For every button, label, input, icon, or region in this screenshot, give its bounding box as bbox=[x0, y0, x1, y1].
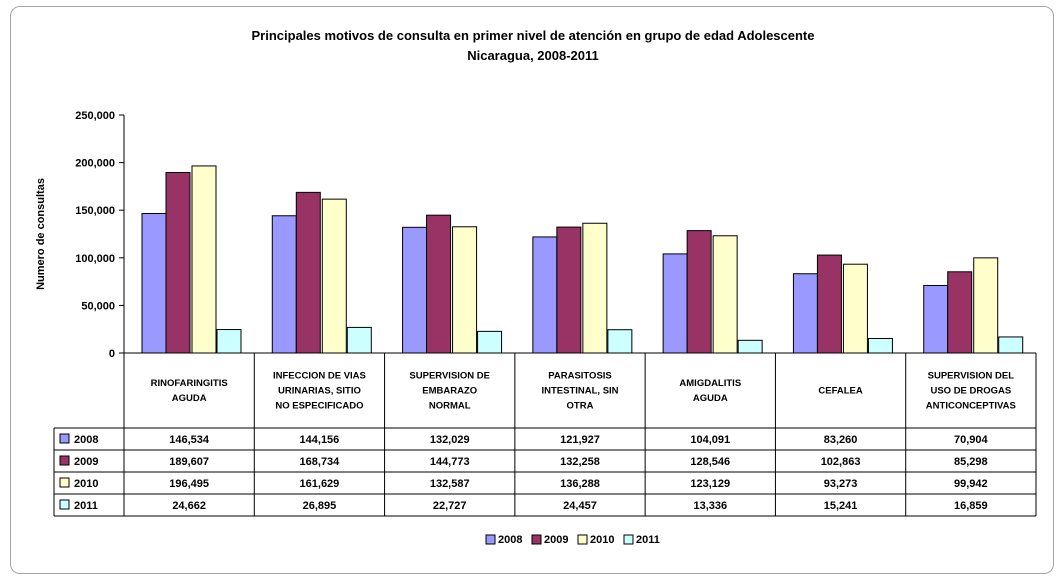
legend-label: 2010 bbox=[590, 534, 614, 546]
table-row-label: 2009 bbox=[74, 456, 98, 468]
x-category-label: NORMAL bbox=[429, 401, 471, 412]
bar-2009-5 bbox=[816, 254, 842, 354]
bar-2009-4 bbox=[686, 230, 712, 354]
y-tick-label: 100,000 bbox=[75, 253, 115, 265]
data-label: 15,241 bbox=[824, 500, 858, 512]
x-category-label: URINARIAS, SITIO bbox=[278, 386, 361, 397]
bar-2010-3 bbox=[582, 222, 608, 354]
bar-2009-0 bbox=[165, 171, 191, 354]
data-label: 132,029 bbox=[430, 434, 470, 446]
bar-2011-6 bbox=[998, 336, 1024, 354]
data-label: 132,587 bbox=[430, 478, 470, 490]
bar-2008-2 bbox=[402, 226, 428, 354]
data-label: 136,288 bbox=[560, 478, 600, 490]
y-axis-label: Numero de consultas bbox=[35, 178, 47, 290]
data-label: 121,927 bbox=[560, 434, 600, 446]
data-label: 70,904 bbox=[954, 434, 989, 446]
data-label: 168,734 bbox=[300, 456, 341, 468]
data-label: 93,273 bbox=[824, 478, 858, 490]
table-legend-key-2008 bbox=[59, 433, 70, 444]
legend-label: 2011 bbox=[636, 534, 660, 546]
data-label: 123,129 bbox=[690, 478, 730, 490]
bar-2011-0 bbox=[216, 329, 242, 354]
x-category-label: AMIGDALITIS bbox=[679, 378, 741, 389]
bar-2008-4 bbox=[662, 253, 688, 354]
y-tick-label: 0 bbox=[109, 348, 115, 360]
data-label: 144,773 bbox=[430, 456, 470, 468]
bar-2009-3 bbox=[556, 226, 582, 354]
chart-title-line: Nicaragua, 2008-2011 bbox=[467, 48, 599, 63]
x-category-label: EMBARAZO bbox=[422, 386, 477, 397]
data-label: 22,727 bbox=[433, 500, 467, 512]
x-category-label: RINOFARINGITIS bbox=[151, 378, 228, 389]
legend-key-2011 bbox=[623, 534, 634, 545]
x-category-label: AGUDA bbox=[172, 393, 207, 404]
bar-2010-2 bbox=[452, 226, 478, 354]
bar-2010-5 bbox=[842, 263, 868, 354]
data-label: 128,546 bbox=[690, 456, 730, 468]
data-label: 196,495 bbox=[169, 478, 209, 490]
data-label: 26,895 bbox=[303, 500, 337, 512]
bar-2011-5 bbox=[867, 337, 893, 354]
bar-2008-0 bbox=[141, 212, 167, 354]
data-label: 24,662 bbox=[172, 500, 206, 512]
data-label: 99,942 bbox=[954, 478, 988, 490]
table-legend-key-2010 bbox=[59, 477, 70, 488]
x-category-label: CEFALEA bbox=[818, 386, 862, 397]
legend-key-2010 bbox=[577, 534, 588, 545]
bar-2009-6 bbox=[947, 271, 973, 354]
data-label: 83,260 bbox=[824, 434, 858, 446]
x-category-label: OTRA bbox=[567, 401, 594, 412]
bar-2008-1 bbox=[271, 215, 297, 354]
bar-2008-6 bbox=[923, 284, 949, 354]
legend-label: 2008 bbox=[498, 534, 522, 546]
bar-2010-4 bbox=[712, 235, 738, 354]
y-tick-label: 250,000 bbox=[75, 110, 115, 122]
x-category-label: INFECCION DE VIAS bbox=[273, 371, 366, 382]
x-category-label: USO DE DROGAS bbox=[930, 386, 1011, 397]
bar-2011-4 bbox=[737, 339, 763, 354]
x-category-label: SUPERVISION DEL bbox=[928, 371, 1015, 382]
table-legend-key-2009 bbox=[59, 455, 70, 466]
bar-2010-6 bbox=[973, 257, 999, 354]
data-label: 161,629 bbox=[300, 478, 340, 490]
data-label: 144,156 bbox=[300, 434, 340, 446]
data-label: 13,336 bbox=[693, 500, 727, 512]
x-category-label: SUPERVISION DE bbox=[409, 371, 490, 382]
legend-key-2009 bbox=[531, 534, 542, 545]
bar-2008-3 bbox=[532, 236, 558, 354]
table-row-label: 2010 bbox=[74, 478, 98, 490]
bar-2010-1 bbox=[321, 198, 347, 354]
data-label: 146,534 bbox=[169, 434, 210, 446]
bar-2009-1 bbox=[295, 191, 321, 354]
data-label: 104,091 bbox=[690, 434, 730, 446]
y-tick-label: 150,000 bbox=[75, 205, 115, 217]
x-category-label: ANTICONCEPTIVAS bbox=[926, 401, 1016, 412]
bar-2008-5 bbox=[792, 273, 818, 354]
data-label: 24,457 bbox=[563, 500, 597, 512]
data-label: 132,258 bbox=[560, 456, 600, 468]
x-category-label: INTESTINAL, SIN bbox=[541, 386, 618, 397]
legend-label: 2009 bbox=[544, 534, 568, 546]
x-category-label: PARASITOSIS bbox=[548, 371, 612, 382]
bar-2009-2 bbox=[426, 214, 452, 354]
x-category-label: NO ESPECIFICADO bbox=[275, 401, 363, 412]
y-tick-label: 50,000 bbox=[81, 300, 115, 312]
data-label: 102,863 bbox=[821, 456, 861, 468]
bar-2011-3 bbox=[607, 329, 633, 354]
table-row-label: 2011 bbox=[74, 500, 98, 512]
data-label: 16,859 bbox=[954, 500, 988, 512]
x-category-label: AGUDA bbox=[693, 393, 728, 404]
table-row-label: 2008 bbox=[74, 434, 98, 446]
bar-2011-2 bbox=[477, 330, 503, 354]
bar-2011-1 bbox=[346, 326, 372, 354]
chart-title-line: Principales motivos de consulta en prime… bbox=[252, 28, 815, 43]
data-label: 189,607 bbox=[169, 456, 209, 468]
legend-key-2008 bbox=[485, 534, 496, 545]
y-tick-label: 200,000 bbox=[75, 158, 115, 170]
data-label: 85,298 bbox=[954, 456, 988, 468]
table-legend-key-2011 bbox=[59, 499, 70, 510]
bar-2010-0 bbox=[191, 165, 217, 354]
